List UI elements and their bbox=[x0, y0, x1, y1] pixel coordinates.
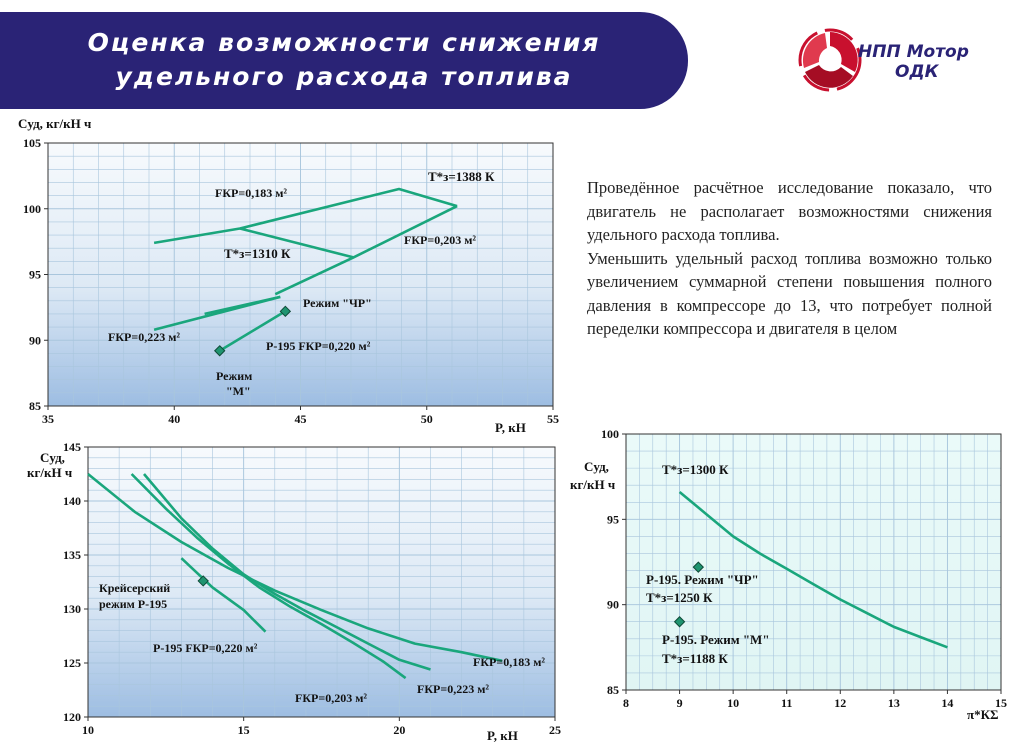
company-logo-icon bbox=[798, 28, 862, 92]
plot-frame bbox=[87, 446, 556, 718]
diamond-marker bbox=[213, 345, 226, 357]
y-axis-label: Cуд, bbox=[40, 450, 65, 465]
y-axis-label: Cуд, bbox=[584, 459, 609, 474]
title-line-2: удельного расхода топлива bbox=[115, 62, 573, 91]
x-axis-label: P, кН bbox=[487, 728, 518, 742]
point-label: Режим "ЧР" bbox=[303, 296, 372, 310]
series-line bbox=[180, 557, 267, 633]
x-tick-label: 20 bbox=[393, 723, 405, 737]
x-tick-label: 40 bbox=[168, 412, 180, 426]
point-label: Режим bbox=[216, 369, 252, 383]
point-label: P-195. Режим "М" bbox=[662, 632, 770, 647]
y-tick-label: 125 bbox=[63, 656, 81, 670]
point-label: Крейсерский bbox=[99, 581, 170, 595]
series-label: FКР=0,183 м² bbox=[473, 655, 545, 669]
y-tick-label: 100 bbox=[601, 427, 619, 441]
y-axis-label: Cуд, кг/кН ч bbox=[18, 116, 91, 131]
y-tick-label: 135 bbox=[63, 548, 81, 562]
x-axis-label: π*КΣ bbox=[967, 707, 999, 722]
series-label: FКР=0,223 м² bbox=[108, 330, 180, 344]
series-label: FКР=0,183 м² bbox=[215, 186, 287, 200]
conclusion-paragraph-2: Уменьшить удельный расход топлива возмож… bbox=[587, 248, 992, 339]
conclusion-paragraph-1: Проведённое расчётное исследование показ… bbox=[587, 178, 992, 244]
x-tick-label: 50 bbox=[421, 412, 433, 426]
series-label: FКР=0,203 м² bbox=[404, 233, 476, 247]
x-tick-label: 35 bbox=[42, 412, 54, 426]
x-tick-label: 8 bbox=[623, 696, 629, 710]
series-line bbox=[153, 187, 458, 245]
x-tick-label: 15 bbox=[995, 696, 1007, 710]
y-tick-label: 95 bbox=[29, 268, 41, 282]
point-label: "М" bbox=[226, 384, 251, 398]
y-tick-label: 105 bbox=[23, 136, 41, 150]
x-tick-label: 12 bbox=[834, 696, 846, 710]
series-line bbox=[678, 490, 948, 649]
plot-frame bbox=[625, 433, 1002, 691]
series-line bbox=[143, 473, 431, 671]
y-tick-label: 95 bbox=[607, 512, 619, 526]
point-label: режим P-195 bbox=[99, 597, 167, 611]
logo-line-2: ОДК bbox=[895, 62, 939, 82]
x-axis-label: P, кН bbox=[495, 420, 526, 435]
x-tick-label: 15 bbox=[238, 723, 250, 737]
y-tick-label: 100 bbox=[23, 202, 41, 216]
series-line bbox=[204, 295, 281, 316]
series-line bbox=[130, 473, 407, 680]
y-tick-label: 120 bbox=[63, 710, 81, 724]
diamond-marker bbox=[673, 616, 686, 628]
conclusion-text: Проведённое расчётное исследование показ… bbox=[587, 176, 992, 341]
point-label: P-195. Режим "ЧР" bbox=[646, 572, 759, 587]
annotation-label: T*з=1388 К bbox=[428, 169, 495, 184]
title-line-1: Оценка возможности снижения bbox=[87, 28, 601, 57]
diamond-marker bbox=[197, 575, 209, 587]
annotation-label: T*з=1188 К bbox=[662, 651, 728, 666]
series-line bbox=[239, 227, 354, 259]
x-tick-label: 55 bbox=[547, 412, 559, 426]
diamond-marker bbox=[279, 305, 292, 318]
x-tick-label: 11 bbox=[781, 696, 792, 710]
series-label: FКР=0,223 м² bbox=[417, 682, 489, 696]
annotation-label: P-195 FКР=0,220 м² bbox=[266, 339, 371, 353]
y-tick-label: 90 bbox=[29, 333, 41, 347]
x-tick-label: 14 bbox=[941, 696, 953, 710]
x-tick-label: 10 bbox=[82, 723, 94, 737]
series-label: P-195 FКР=0,220 м² bbox=[153, 641, 258, 655]
y-tick-label: 90 bbox=[607, 598, 619, 612]
y-tick-label: 85 bbox=[607, 683, 619, 697]
y-axis-label: кг/кН ч bbox=[27, 465, 72, 480]
title-banner: Оценка возможности снижения удельного ра… bbox=[0, 12, 688, 109]
plot-area bbox=[88, 447, 555, 717]
y-tick-label: 85 bbox=[29, 399, 41, 413]
series-line bbox=[87, 472, 503, 663]
logo-line-1: НПП Мотор bbox=[858, 42, 969, 62]
y-tick-label: 145 bbox=[63, 440, 81, 454]
x-tick-label: 10 bbox=[727, 696, 739, 710]
series-label: T*з=1300 К bbox=[662, 462, 729, 477]
y-axis-label: кг/кН ч bbox=[570, 477, 615, 492]
x-tick-label: 9 bbox=[677, 696, 683, 710]
series-line bbox=[219, 310, 286, 352]
x-tick-label: 13 bbox=[888, 696, 900, 710]
series-label: FКР=0,203 м² bbox=[295, 691, 367, 705]
diamond-marker bbox=[692, 561, 705, 573]
annotation-label: T*з=1250 К bbox=[646, 590, 713, 605]
x-tick-label: 25 bbox=[549, 723, 561, 737]
annotation-label: T*з=1310 К bbox=[224, 246, 291, 261]
y-tick-label: 140 bbox=[63, 494, 81, 508]
y-tick-label: 130 bbox=[63, 602, 81, 616]
x-tick-label: 45 bbox=[295, 412, 307, 426]
